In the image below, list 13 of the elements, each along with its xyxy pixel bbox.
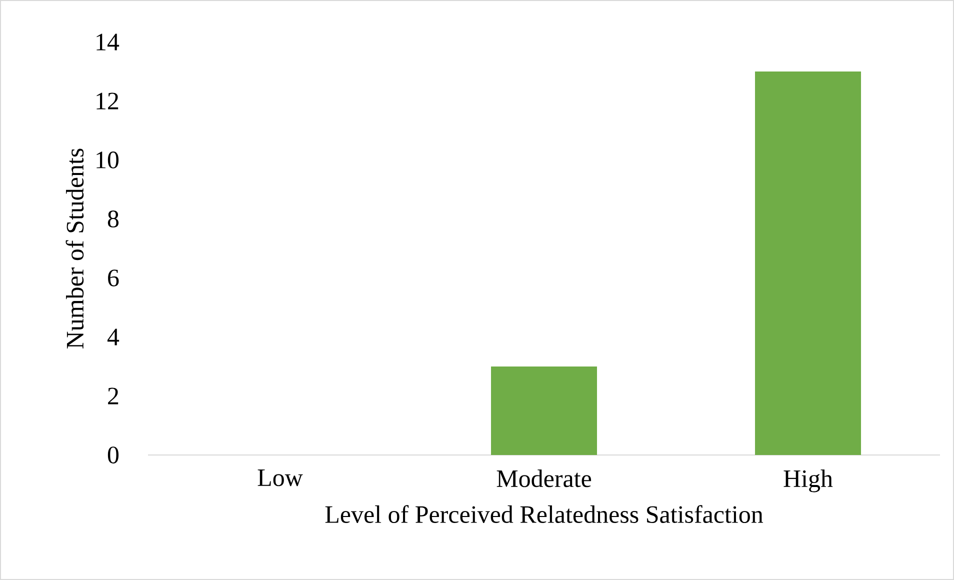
x-tick-label: High <box>784 470 833 492</box>
y-tick-label: 2 <box>108 388 118 404</box>
x-tick-label: Low <box>258 470 303 486</box>
y-tick-label: 14 <box>96 34 120 50</box>
y-tick-label: 8 <box>108 210 119 228</box>
y-tick-label: 6 <box>108 270 119 286</box>
y-tick-label: 10 <box>96 152 119 168</box>
y-tick-label: 0 <box>108 446 119 464</box>
x-tick-label: Moderate <box>496 470 592 488</box>
y-tick-label: 12 <box>96 92 118 110</box>
y-tick-label: 4 <box>107 328 120 346</box>
y-axis-title: Number of Students <box>66 148 84 348</box>
x-axis-title: Level of Perceived Relatedness Satisfaction <box>325 505 764 523</box>
